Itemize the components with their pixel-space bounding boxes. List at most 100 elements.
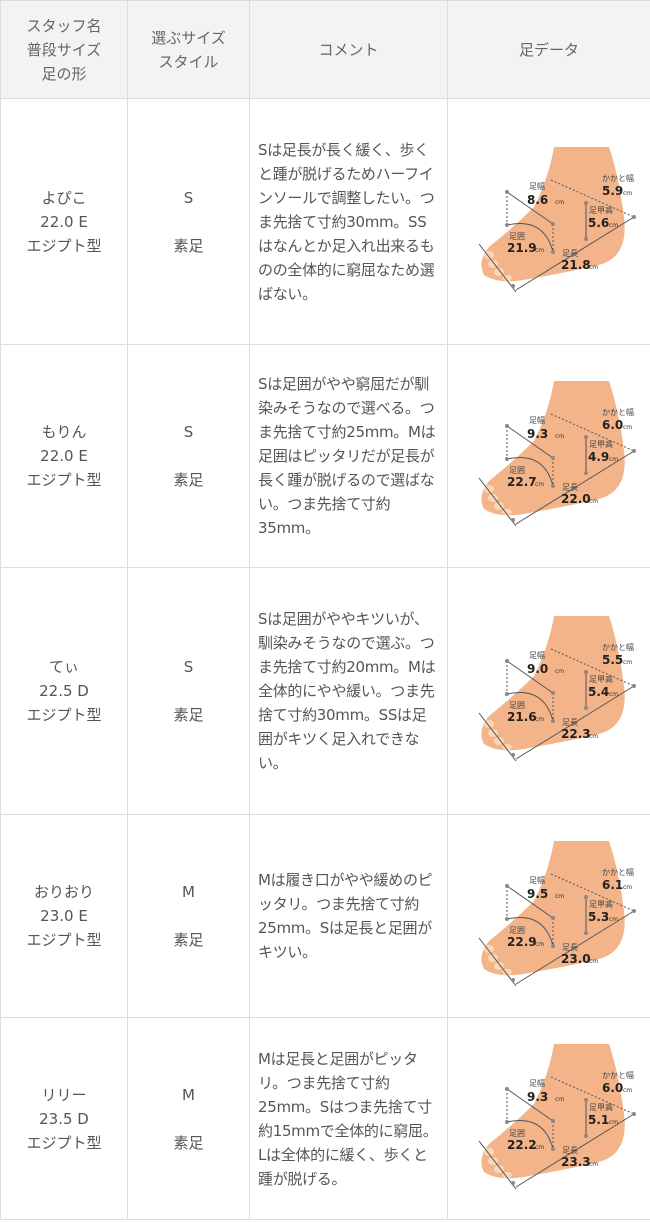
heel-label: かかと幅 (602, 867, 634, 877)
instep-value: 5.3 (588, 910, 609, 924)
staff-name: てぃ (48, 658, 79, 676)
instep-value: 5.1 (588, 1113, 609, 1127)
usual-size: 22.0 E (40, 447, 88, 465)
girth-value: 22.2 (507, 1138, 537, 1152)
width-label: 足幅 (529, 1078, 545, 1088)
heel-label: かかと幅 (602, 1070, 634, 1080)
heel-value: 6.1 (602, 878, 623, 892)
length-value: 23.0 (561, 952, 591, 966)
table-row: もりん 22.0 E エジプト型 S 素足 Sは足囲がやや窮屈だが馴染みそうなので選べ… (0, 344, 650, 568)
chosen-size: S (183, 658, 194, 676)
length-label: 足長 (562, 718, 578, 727)
heel-value: 5.5 (602, 653, 623, 667)
length-label: 足長 (562, 1146, 578, 1155)
choice-cell: M 素足 (127, 1017, 250, 1220)
staff-name: もりん (41, 423, 87, 441)
foot-shape: エジプト型 (26, 931, 102, 949)
width-label: 足幅 (529, 181, 545, 191)
unit: cm (555, 1096, 564, 1103)
choice-cell: S 素足 (127, 98, 250, 345)
foot-shape: エジプト型 (26, 1133, 102, 1152)
length-label: 足長 (562, 943, 578, 952)
comment: Sは足囲がややキツいが、馴染みそうなので選ぶ。つま先捨て寸約20mm。Mは全体的… (249, 567, 448, 815)
foot-illustration (481, 146, 625, 281)
length-label: 足長 (562, 249, 578, 258)
length-value: 21.8 (561, 258, 591, 272)
unit: cm (589, 498, 598, 505)
foot-diagram: 足幅 9.0 cm かかと幅 5.5 cm 足甲高 5.4 cm 足囲 21.6… (478, 616, 636, 762)
comment: Mは履き口がやや緩めのピッタリ。つま先捨て寸約25mm。Sは足長と足囲がキツい。 (249, 814, 448, 1018)
chosen-size: M (182, 883, 195, 901)
choice-cell: S 素足 (127, 344, 250, 568)
table-row: てぃ 22.5 D エジプト型 S 素足 Sは足囲がややキツいが、馴染みそうなので選ぶ… (0, 567, 650, 815)
chosen-size: S (183, 423, 194, 441)
width-value: 9.5 (527, 887, 548, 901)
style: 素足 (173, 931, 204, 949)
foot-data-cell: 足幅 9.0 cm かかと幅 5.5 cm 足甲高 5.4 cm 足囲 21.6… (447, 567, 650, 815)
foot-illustration (481, 841, 625, 976)
unit: cm (609, 691, 618, 698)
staff-cell: リリー 23.5 D エジプト型 (0, 1017, 128, 1220)
unit: cm (623, 1087, 632, 1094)
girth-value: 21.9 (507, 241, 537, 255)
staff-cell: おりおり 23.0 E エジプト型 (0, 814, 128, 1018)
instep-value: 5.6 (588, 216, 609, 230)
heel-label: かかと幅 (602, 407, 634, 417)
instep-label: 足甲高 (589, 899, 613, 909)
heel-value: 6.0 (602, 1081, 623, 1095)
unit: cm (623, 659, 632, 666)
unit: cm (589, 1161, 598, 1168)
comment: Sは足囲がやや窮屈だが馴染みそうなので選べる。つま先捨て寸約25mm。Mは足囲は… (249, 344, 448, 568)
heel-value: 6.0 (602, 418, 623, 432)
chosen-size: S (183, 188, 194, 207)
width-value: 9.3 (527, 427, 548, 441)
foot-illustration (481, 1043, 625, 1178)
foot-data-cell: 足幅 9.3 cm かかと幅 6.0 cm 足甲高 4.9 cm 足囲 22.7… (447, 344, 650, 568)
foot-illustration (481, 616, 625, 751)
header-line: 足の形 (41, 64, 87, 83)
staff-cell: てぃ 22.5 D エジプト型 (0, 567, 128, 815)
unit: cm (589, 958, 598, 965)
style: 素足 (173, 1133, 204, 1152)
unit: cm (623, 424, 632, 431)
unit: cm (535, 716, 544, 723)
staff-cell: もりん 22.0 E エジプト型 (0, 344, 128, 568)
foot-data-cell: 足幅 9.5 cm かかと幅 6.1 cm 足甲高 5.3 cm 足囲 22.9… (447, 814, 650, 1018)
length-label: 足長 (562, 483, 578, 492)
table-row: リリー 23.5 D エジプト型 M 素足 Mは足長と足囲がピッタリ。つま先捨て寸約2… (0, 1017, 650, 1220)
instep-label: 足甲高 (589, 1102, 613, 1112)
header-line: スタッフ名 (26, 16, 102, 35)
girth-value: 22.7 (507, 475, 537, 489)
foot-diagram: 足幅 8.6 cm かかと幅 5.9 cm 足甲高 5.6 cm 足囲 21.9… (478, 146, 636, 292)
width-label: 足幅 (529, 415, 545, 425)
foot-data-cell: 足幅 8.6 cm かかと幅 5.9 cm 足甲高 5.6 cm 足囲 21.9… (447, 98, 650, 345)
unit: cm (535, 1144, 544, 1151)
girth-label: 足囲 (509, 466, 525, 475)
unit: cm (555, 893, 564, 900)
instep-value: 5.4 (588, 685, 609, 699)
width-value: 8.6 (527, 193, 548, 207)
heel-value: 5.9 (602, 184, 623, 198)
unit: cm (589, 264, 598, 271)
length-value: 23.3 (561, 1155, 591, 1169)
girth-label: 足囲 (509, 1129, 525, 1138)
choice-cell: S 素足 (127, 567, 250, 815)
heel-label: かかと幅 (602, 642, 634, 652)
staff-name: よぴこ (41, 188, 87, 207)
usual-size: 22.0 E (40, 212, 88, 231)
instep-label: 足甲高 (589, 674, 613, 684)
staff-name: リリー (41, 1085, 87, 1104)
instep-label: 足甲高 (589, 205, 613, 215)
header-line: スタイル (158, 52, 219, 71)
foot-diagram: 足幅 9.3 cm かかと幅 6.0 cm 足甲高 4.9 cm 足囲 22.7… (478, 381, 636, 527)
width-value: 9.3 (527, 1090, 548, 1104)
table-row: おりおり 23.0 E エジプト型 M 素足 Mは履き口がやや緩めのピッタリ。つま先捨… (0, 814, 650, 1018)
staff-cell: よぴこ 22.0 E エジプト型 (0, 98, 128, 345)
width-value: 9.0 (527, 662, 548, 676)
comment: Mは足長と足囲がピッタリ。つま先捨て寸約25mm。Sはつま先捨て寸約15mmで全… (249, 1017, 448, 1220)
unit: cm (609, 456, 618, 463)
width-label: 足幅 (529, 875, 545, 885)
unit: cm (589, 733, 598, 740)
style: 素足 (173, 471, 204, 489)
